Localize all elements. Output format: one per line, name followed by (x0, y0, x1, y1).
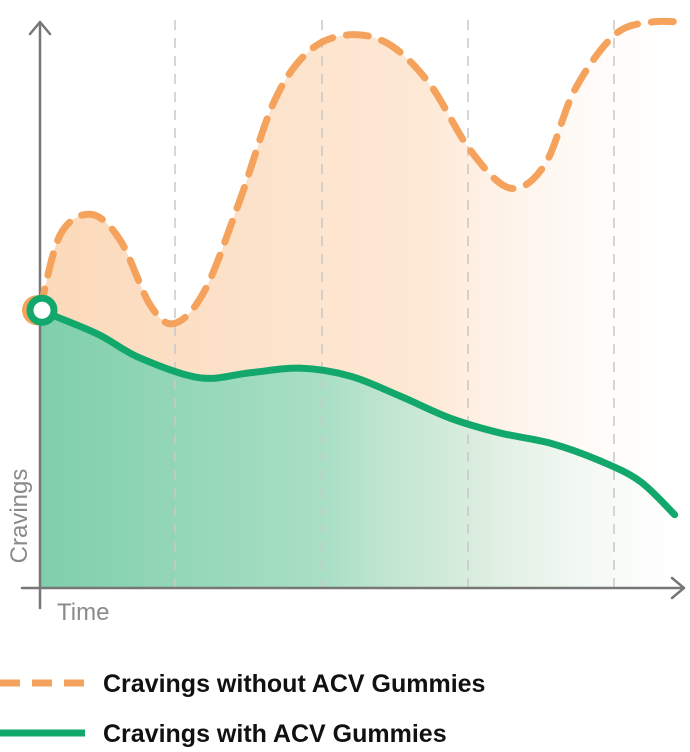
y-axis-label: Cravings (6, 469, 33, 564)
guides (174, 20, 615, 588)
x-axis (20, 576, 686, 600)
x-axis-label: Time (57, 599, 109, 626)
line (36, 17, 689, 328)
line (36, 306, 679, 519)
legend-label: Cravings without ACV Gummies (103, 670, 485, 698)
start-marker (26, 294, 58, 326)
legend-label: Cravings with ACV Gummies (103, 720, 447, 748)
